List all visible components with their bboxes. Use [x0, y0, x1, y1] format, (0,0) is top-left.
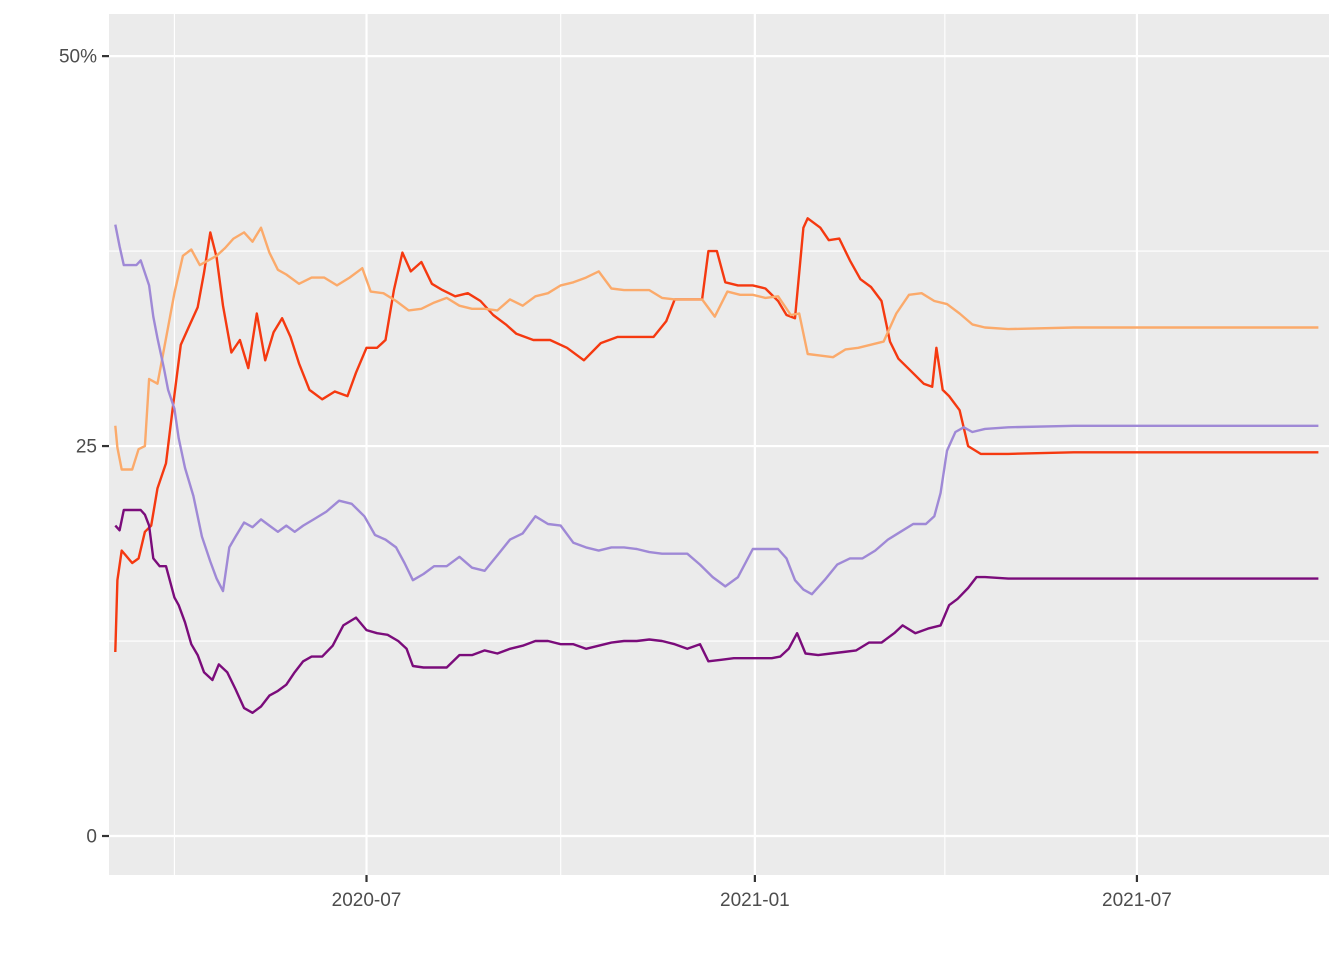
x-tick-label: 2021-01 — [720, 890, 790, 911]
x-tick-label: 2020-07 — [332, 890, 402, 911]
y-axis: 0 25 50% — [59, 47, 109, 848]
y-tick-label: 50% — [59, 47, 97, 68]
series-line-3 — [114, 224, 1319, 596]
series-line-4 — [114, 508, 1319, 714]
series-line-1 — [114, 217, 1319, 653]
x-tick-label: 2021-07 — [1102, 890, 1172, 911]
minor-gridlines — [109, 14, 1332, 875]
series-line-2 — [114, 226, 1319, 471]
y-tick-label: 0 — [86, 827, 97, 848]
plot-panel — [109, 14, 1329, 875]
y-tick-label: 25 — [76, 437, 97, 458]
x-axis: 2020-07 2021-01 2021-07 — [332, 875, 1172, 911]
series-lines — [114, 217, 1319, 714]
major-gridlines — [109, 14, 1329, 875]
